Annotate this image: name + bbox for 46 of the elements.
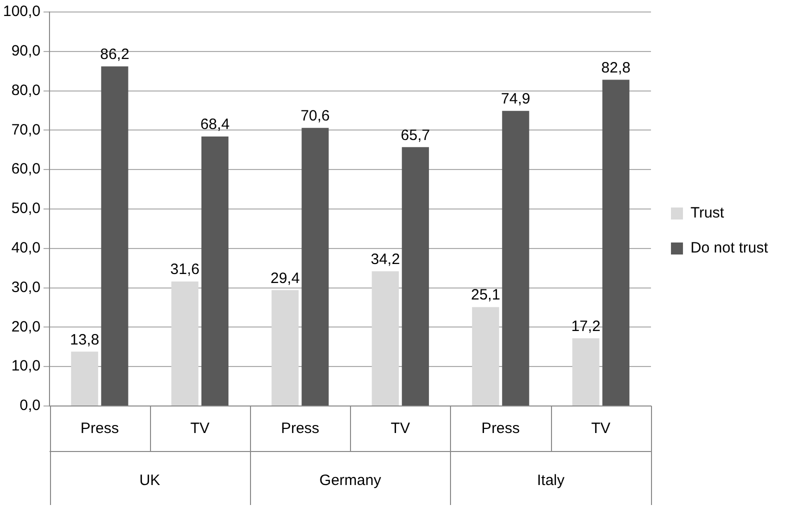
y-tick-label: 80,0 <box>11 82 41 99</box>
data-label: 74,9 <box>501 90 530 108</box>
bar <box>201 136 228 406</box>
data-label: 25,1 <box>470 286 500 304</box>
y-tick-label: 40,0 <box>11 240 41 257</box>
data-label: 68,4 <box>200 116 230 134</box>
x-tick-label: TV <box>390 420 410 438</box>
y-tick-label: 0,0 <box>20 397 41 414</box>
bar <box>272 290 299 406</box>
y-tick-label: 10,0 <box>11 358 41 375</box>
bar <box>101 66 128 406</box>
data-label: 86,2 <box>100 46 130 64</box>
y-tick-label: 100,0 <box>2 3 41 20</box>
y-tick-label: 60,0 <box>11 160 41 178</box>
data-label: 13,8 <box>70 331 100 348</box>
data-label: 70,6 <box>300 107 330 124</box>
y-tick-label: 70,0 <box>11 121 41 138</box>
data-label: 65,7 <box>400 126 430 144</box>
y-tick-label: 30,0 <box>11 278 41 296</box>
data-label: 17,2 <box>571 318 600 335</box>
x-tick-label: Press <box>481 420 520 438</box>
x-tick-label: TV <box>591 420 610 438</box>
y-tick-label: 20,0 <box>11 318 41 336</box>
x-tick-label: Press <box>80 420 119 438</box>
data-label: 29,4 <box>270 270 300 287</box>
text: Italy <box>536 472 565 490</box>
data-label: 31,6 <box>170 261 200 278</box>
bar <box>602 80 630 406</box>
bar <box>302 128 329 406</box>
x-tick-label: Press <box>280 420 320 438</box>
bar <box>71 352 98 406</box>
bar <box>402 147 429 406</box>
bar <box>572 338 600 406</box>
bar <box>502 110 530 406</box>
text: UK <box>139 472 160 490</box>
data-label: 34,2 <box>370 250 400 268</box>
data-label: 82,8 <box>601 59 630 76</box>
text: Germany <box>319 472 382 490</box>
y-tick-label: 50,0 <box>11 200 41 218</box>
x-tick-label: TV <box>190 420 210 438</box>
legend-label: Do not trust <box>690 240 769 257</box>
y-tick-label: 90,0 <box>11 42 41 60</box>
bar <box>171 281 198 406</box>
bar <box>372 271 399 406</box>
bar <box>472 307 500 406</box>
legend-label: Trust <box>690 204 725 222</box>
